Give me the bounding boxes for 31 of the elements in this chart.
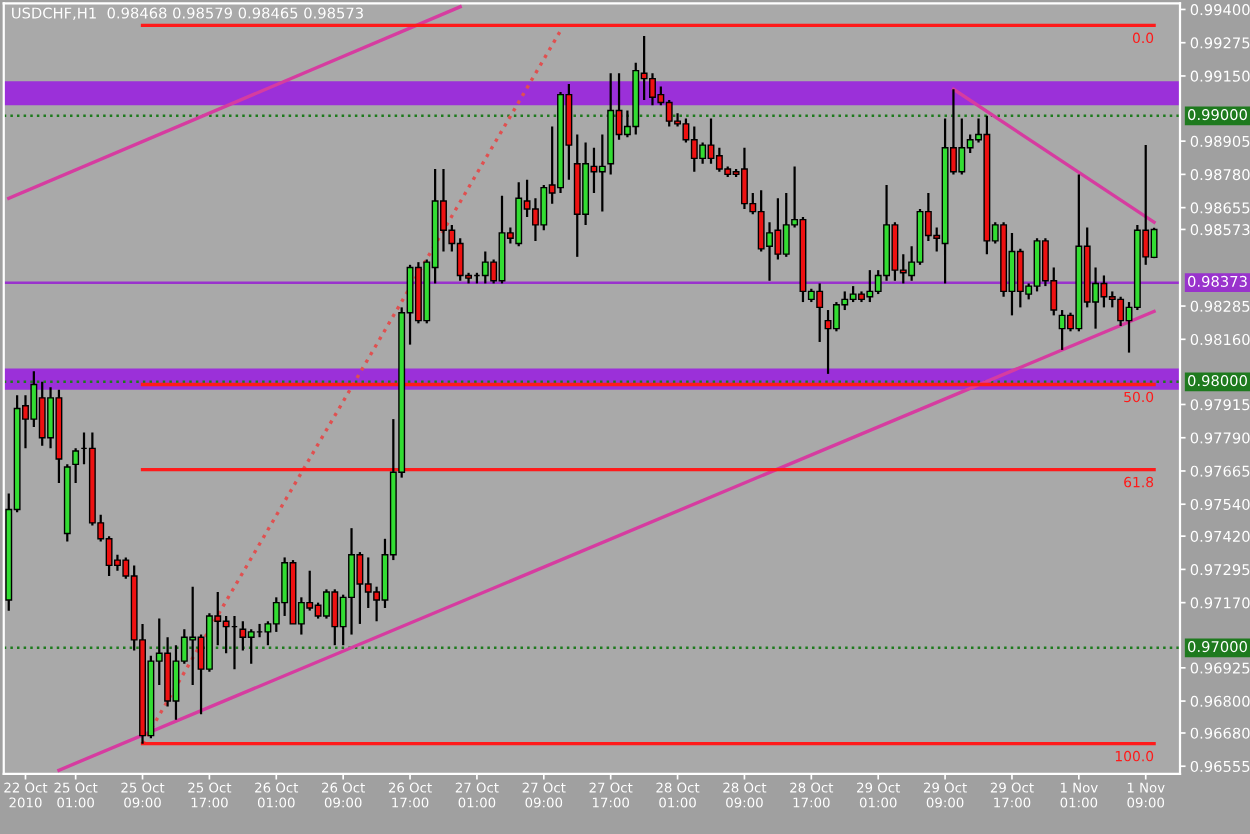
candlestick [456,237,464,282]
candlestick [690,125,698,173]
candlestick [72,447,80,485]
candlestick [891,221,899,282]
candlestick [649,72,656,107]
candlestick [1117,295,1125,328]
candlestick [699,141,707,165]
candlestick [1100,274,1108,309]
candlestick [189,585,197,687]
candlestick [247,628,255,665]
candlestick [832,300,840,333]
candlestick [356,550,364,626]
candlestick [707,117,715,165]
candlestick [816,282,824,344]
candlestick [322,588,330,620]
candlestick [331,588,339,647]
candlestick [481,250,489,285]
candlestick [348,527,355,636]
candlestick [281,556,289,618]
candlestick [598,133,606,213]
candlestick [866,269,874,304]
candlestick [1058,308,1066,352]
candlestick [715,146,723,173]
candlestick [164,636,172,708]
candlestick [665,98,673,128]
candlestick [1016,247,1024,309]
candlestick [1150,226,1158,260]
candlestick [515,181,523,248]
candlestick [38,380,46,447]
candlestick [740,146,748,211]
candlestick [958,117,966,176]
